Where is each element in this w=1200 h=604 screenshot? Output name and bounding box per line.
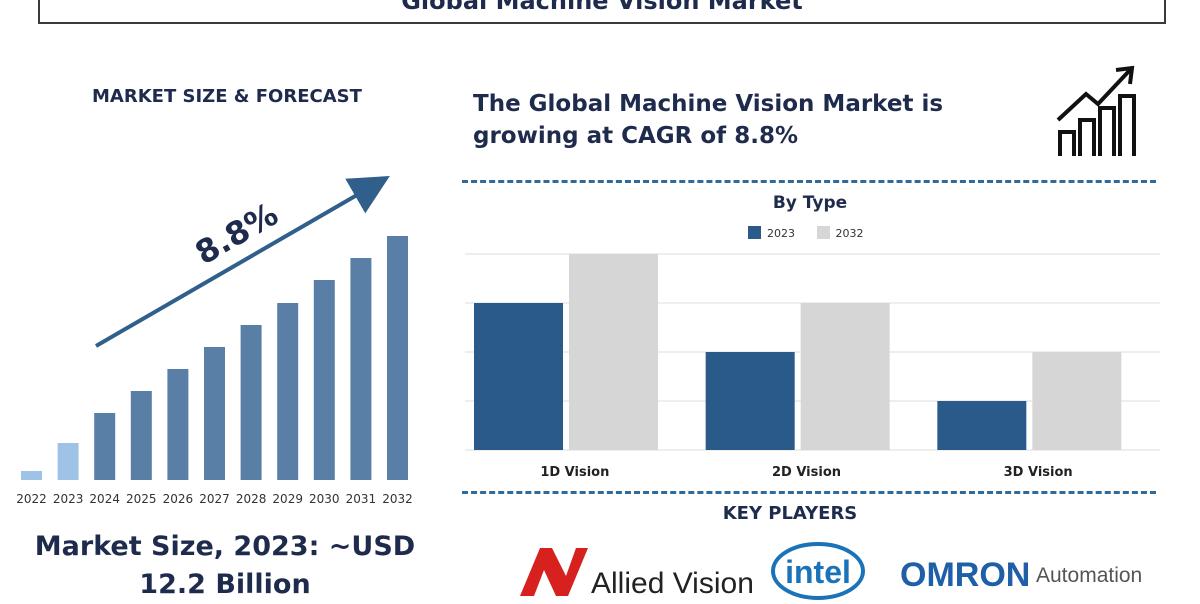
forecast-tick-label: 2032 [382, 492, 413, 506]
omron-automation-label: Automation [1036, 564, 1142, 587]
by-type-legend: 2023 2032 [748, 226, 882, 240]
key-players-heading: KEY PLAYERS [722, 503, 858, 524]
forecast-bar-chart: 2022 2023 2024 2025 2026 2027 2028 2029 2030 2031… [16, 236, 413, 506]
logo-allied-vision: Allied Vision [520, 548, 754, 600]
type-bar-2032 [569, 254, 658, 450]
title-banner: Global Machine Vision Market [38, 0, 1166, 24]
allied-vision-wordmark: Allied Vision [591, 567, 754, 600]
market-size-heading: MARKET SIZE & FORECAST [92, 86, 362, 107]
type-category-label: 3D Vision [1004, 465, 1073, 480]
type-category-label: 1D Vision [540, 465, 609, 480]
cagr-statement: The Global Machine Vision Market is grow… [473, 88, 1013, 152]
cagr-line-2: growing at CAGR of 8.8% [473, 123, 798, 149]
growth-arrow [94, 175, 390, 348]
market-size-line-2: 12.2 Billion [139, 569, 311, 600]
legend-swatch-2023 [748, 226, 761, 239]
forecast-tick-label: 2030 [309, 492, 340, 506]
type-bar-2023 [705, 352, 795, 450]
intel-wordmark: intel [785, 554, 851, 590]
by-type-chart-title: By Type [772, 193, 848, 213]
forecast-bar-2028 [240, 325, 262, 480]
by-type-bar-chart: 1D Vision 2D Vision 3D Vision [465, 253, 1160, 480]
legend-label-2023: 2023 [767, 227, 795, 240]
legend-item-2032: 2032 [816, 226, 864, 240]
forecast-bar-2024 [94, 413, 116, 480]
forecast-tick-label: 2024 [89, 492, 120, 506]
page-title: Global Machine Vision Market [401, 0, 803, 15]
omron-wordmark: OMRON [900, 556, 1030, 594]
forecast-tick-label: 2023 [53, 492, 84, 506]
growth-rate-label: 8.8% [189, 195, 285, 272]
forecast-tick-label: 2025 [126, 492, 157, 506]
logo-intel: intel [771, 542, 865, 600]
growth-chart-icon [1056, 65, 1136, 156]
legend-item-2023: 2023 [748, 226, 795, 240]
type-bar-2023 [474, 303, 563, 450]
forecast-tick-label: 2022 [16, 492, 47, 506]
type-bar-2032 [800, 303, 890, 450]
cagr-line-1: The Global Machine Vision Market is [473, 91, 944, 117]
forecast-tick-label: 2027 [199, 492, 230, 506]
market-size-line-1: Market Size, 2023: ~USD [34, 531, 416, 562]
forecast-tick-label: 2028 [236, 492, 267, 506]
legend-label-2032: 2032 [835, 227, 864, 240]
forecast-bar-2032 [387, 236, 408, 480]
forecast-tick-label: 2029 [272, 492, 303, 506]
divider-bottom [462, 491, 1156, 494]
forecast-bar-2027 [204, 347, 225, 480]
forecast-tick-label: 2026 [163, 492, 194, 506]
forecast-tick-label: 2031 [346, 492, 377, 506]
divider-top [462, 180, 1156, 183]
forecast-bar-2022 [21, 471, 42, 480]
forecast-bar-2026 [167, 369, 189, 480]
legend-swatch-2032 [816, 226, 830, 239]
type-category-label: 2D Vision [772, 465, 841, 480]
logo-omron: OMRON Automation [900, 556, 1142, 594]
forecast-bar-2030 [313, 280, 335, 480]
forecast-bar-2029 [277, 303, 299, 480]
allied-vision-mark [520, 548, 588, 596]
forecast-bar-2031 [350, 258, 372, 480]
forecast-bar-2025 [130, 391, 152, 480]
type-bar-2023 [937, 401, 1027, 450]
market-size-statement: Market Size, 2023: ~USD 12.2 Billion [10, 528, 440, 604]
type-bar-2032 [1032, 352, 1122, 450]
forecast-bar-2023 [57, 443, 79, 480]
